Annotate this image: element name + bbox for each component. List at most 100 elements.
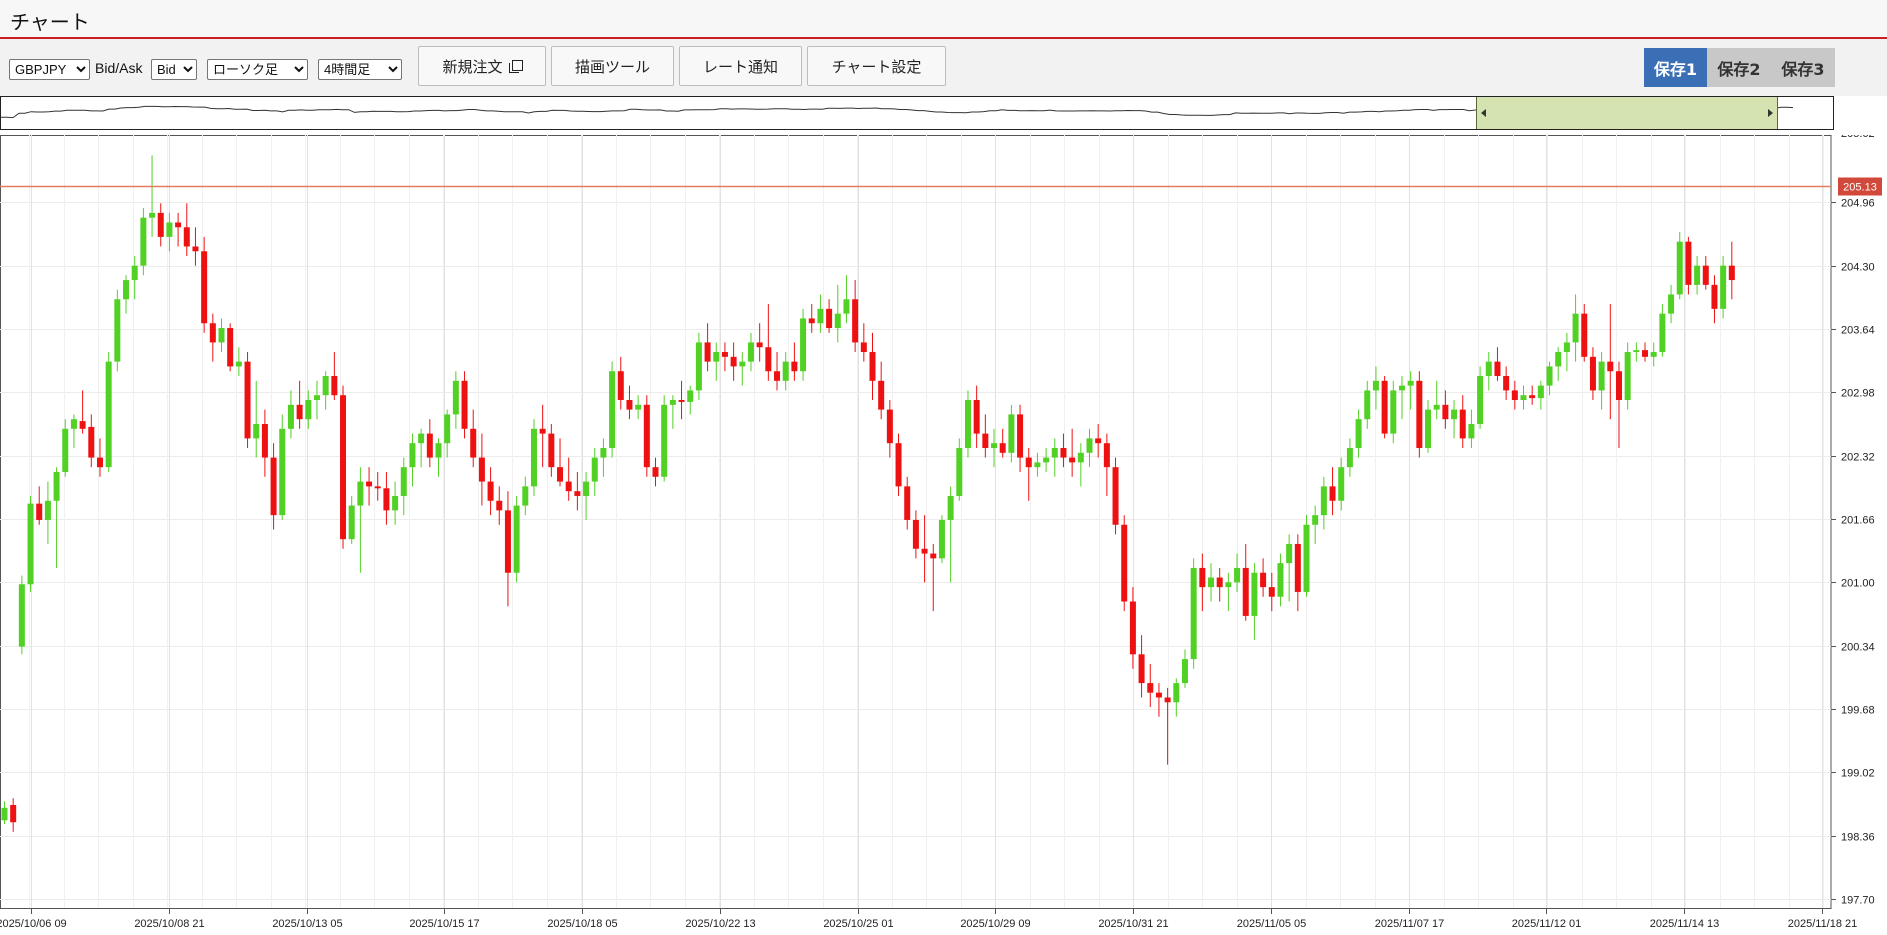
candle-body <box>1485 361 1492 377</box>
candle-body <box>530 428 537 487</box>
candle-body <box>1398 385 1405 391</box>
candle-body <box>982 433 989 448</box>
save2-button[interactable]: 保存2 <box>1707 48 1771 87</box>
x-tick-label: 2025/10/22 13 <box>685 918 755 930</box>
candle-body <box>1720 265 1727 309</box>
candle-body <box>348 505 355 540</box>
y-tick-label: 203.64 <box>1841 325 1875 337</box>
candle-body <box>1615 371 1622 401</box>
candle-body <box>131 265 138 281</box>
candle-body <box>53 471 60 501</box>
candle-body <box>1477 376 1484 424</box>
candle-body <box>973 400 980 434</box>
candle-body <box>1346 447 1353 468</box>
candle-body <box>852 299 859 343</box>
candle-body <box>157 212 164 237</box>
candle-body <box>947 495 954 520</box>
candle-body <box>1633 350 1640 353</box>
candle-body <box>1355 419 1362 448</box>
candle-body <box>704 342 711 362</box>
candle-body <box>331 376 338 396</box>
candle-body <box>435 443 442 458</box>
candle-body <box>244 361 251 439</box>
chart-type-select[interactable]: ローソク足 <box>207 59 308 80</box>
candle-body <box>1190 567 1197 660</box>
chart-navigator[interactable] <box>0 96 1834 130</box>
window-icon <box>508 59 523 73</box>
candle-body <box>800 318 807 372</box>
candle-body <box>357 481 364 506</box>
candle-body <box>1086 438 1093 453</box>
timeframe-select[interactable]: 4時間足 <box>318 59 402 80</box>
triangle-right-icon[interactable] <box>1765 108 1775 118</box>
draw-tools-button[interactable]: 描画ツール <box>551 46 674 86</box>
candle-body <box>1407 380 1414 386</box>
candle-body <box>44 500 51 520</box>
y-tick-label: 201.66 <box>1841 515 1875 527</box>
save3-label: 保存3 <box>1781 59 1825 79</box>
candle-body <box>79 421 86 429</box>
candlestick-chart[interactable]: 204.96 204.30 203.64 202.98 202.32 201.66 201.… <box>0 135 1887 935</box>
candle-body <box>1173 683 1180 703</box>
candle-body <box>539 428 546 434</box>
y-tick-label: 198.36 <box>1841 832 1875 844</box>
candle-body <box>1685 241 1692 285</box>
candle-body <box>123 280 130 300</box>
candle-body <box>557 467 564 482</box>
candle-body <box>1 807 8 821</box>
save1-button[interactable]: 保存1 <box>1644 48 1707 87</box>
y-tick-label: 202.98 <box>1841 388 1875 400</box>
candle-body <box>496 500 503 511</box>
candle-body <box>1155 692 1162 698</box>
title-bar: チャート <box>0 0 1887 39</box>
candle-body <box>1711 284 1718 309</box>
x-tick-label: 2025/11/05 05 <box>1237 918 1307 930</box>
candle-body <box>1034 462 1041 468</box>
candle-body <box>834 313 841 329</box>
candle-body <box>774 371 781 381</box>
candle-body <box>70 419 77 429</box>
candle-body <box>253 424 260 439</box>
candle-body <box>817 308 824 324</box>
plot-border <box>0 135 1832 909</box>
candle-body <box>166 222 173 237</box>
candle-body <box>1199 567 1206 588</box>
candle-body <box>1416 380 1423 448</box>
candle-body <box>652 467 659 477</box>
x-tick-label: 2025/10/18 05 <box>547 918 617 930</box>
chart-settings-button[interactable]: チャート設定 <box>807 46 946 86</box>
candle-body <box>340 395 347 540</box>
currency-pair-select[interactable]: GBPJPY <box>9 59 90 80</box>
candle-body <box>383 488 390 511</box>
candle-body <box>1338 467 1345 501</box>
candle-body <box>366 481 373 487</box>
candle-body <box>400 467 407 496</box>
bidask-select[interactable]: Bid <box>151 59 197 80</box>
new-order-button[interactable]: 新規注文 <box>418 46 546 86</box>
candles <box>1 155 1735 832</box>
x-tick-label: 2025/10/31 21 <box>1098 918 1168 930</box>
candle-body <box>96 457 103 468</box>
navigator-selection[interactable] <box>1475 97 1778 129</box>
candle-body <box>617 371 624 401</box>
candle-body <box>1286 543 1293 564</box>
candle-body <box>201 251 208 324</box>
new-order-label: 新規注文 <box>442 57 503 76</box>
rate-alert-button[interactable]: レート通知 <box>679 46 802 86</box>
candle-body <box>782 361 789 381</box>
candle-body <box>444 414 451 444</box>
candle-body <box>418 433 425 444</box>
triangle-left-icon[interactable] <box>1479 108 1489 118</box>
candle-body <box>669 400 676 405</box>
candle-body <box>600 447 607 458</box>
save3-button[interactable]: 保存3 <box>1771 48 1835 87</box>
candle-body <box>1164 697 1171 703</box>
candle-body <box>27 503 34 585</box>
app-title: チャート <box>10 10 90 34</box>
toolbar: GBPJPY Bid/Ask Bid ローソク足 4時間足 新規注文 描画ツール… <box>0 39 1887 96</box>
candle-body <box>1624 352 1631 401</box>
candle-body <box>279 428 286 516</box>
candle-body <box>609 371 616 448</box>
candle-body <box>296 404 303 420</box>
candle-body <box>1208 577 1215 588</box>
